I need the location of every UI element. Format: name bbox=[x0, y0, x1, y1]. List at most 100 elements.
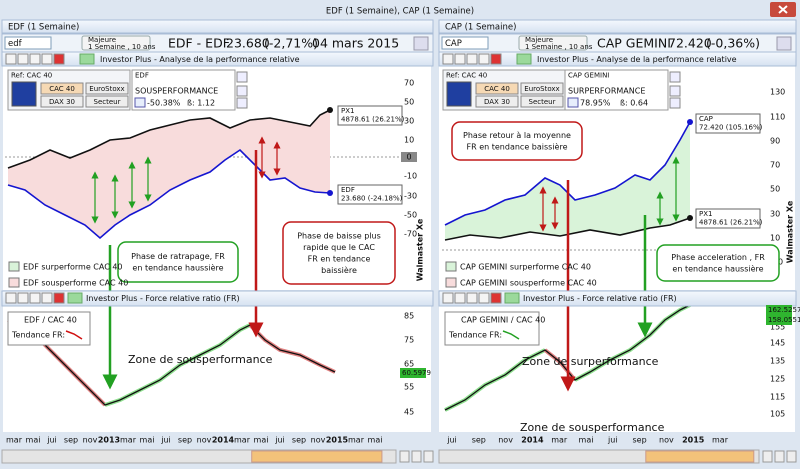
x-tick-label: sep bbox=[178, 436, 192, 445]
stock-price: 72.420 bbox=[668, 36, 712, 51]
ref-button[interactable] bbox=[85, 95, 129, 108]
y-tick-label: 50 bbox=[404, 98, 414, 107]
annotation-box bbox=[656, 244, 780, 282]
y-tick-label: 85 bbox=[404, 312, 414, 321]
toolbar-icon[interactable] bbox=[466, 53, 478, 65]
scroll-thumb[interactable] bbox=[251, 450, 383, 463]
toolbar-icon[interactable] bbox=[5, 53, 17, 65]
flag bbox=[446, 81, 472, 107]
ref-button-label: Secteur bbox=[94, 98, 121, 106]
ratio-label: EDF / CAC 40 bbox=[24, 316, 77, 325]
legend-swatch bbox=[8, 277, 20, 288]
x-tick-label: 2015 bbox=[682, 436, 705, 445]
indicator-icon bbox=[516, 53, 532, 65]
tool-icon[interactable] bbox=[413, 36, 429, 51]
annotation-text: FR en tendance baissière bbox=[467, 141, 568, 151]
toolbar-icon[interactable] bbox=[17, 53, 29, 65]
x-tick-label: nov bbox=[83, 436, 98, 445]
tool-icon[interactable] bbox=[776, 36, 792, 51]
side-icon[interactable] bbox=[669, 85, 681, 97]
toolbar-icon[interactable] bbox=[29, 292, 41, 304]
stock-box-name: EDF bbox=[135, 72, 149, 80]
x-tick-label: mai bbox=[26, 436, 41, 445]
toolbar-icon[interactable] bbox=[53, 53, 65, 65]
ref-button[interactable] bbox=[520, 82, 564, 95]
zero-tag-label: 0 bbox=[406, 153, 411, 162]
ref-button[interactable] bbox=[85, 82, 129, 95]
y-tick-label: 50 bbox=[770, 185, 780, 194]
x-tick-label: sep bbox=[64, 436, 78, 445]
ref-button[interactable] bbox=[475, 82, 519, 95]
toolbar-icon[interactable] bbox=[454, 53, 466, 65]
search-box[interactable] bbox=[4, 36, 52, 50]
annotation-text: Phase acceleration , FR bbox=[671, 253, 765, 262]
zoom-button[interactable] bbox=[399, 450, 410, 463]
x-tick-label: sep bbox=[292, 436, 306, 445]
price-tag bbox=[337, 105, 403, 126]
side-icon[interactable] bbox=[236, 85, 248, 97]
search-box[interactable] bbox=[441, 36, 489, 50]
search-text: edf bbox=[8, 39, 23, 49]
ref-button[interactable] bbox=[520, 95, 564, 108]
x-tick-label: sep bbox=[633, 436, 647, 445]
zoom-button[interactable] bbox=[411, 450, 422, 463]
period-button[interactable] bbox=[518, 35, 588, 51]
toolbar-icon[interactable] bbox=[5, 292, 17, 304]
zone-label: Zone de surperformance bbox=[522, 355, 659, 368]
zone-label: Zone de sousperformance bbox=[520, 421, 665, 434]
toolbar-icon[interactable] bbox=[478, 53, 490, 65]
value-tag bbox=[766, 315, 792, 325]
toolbar-icon[interactable] bbox=[490, 53, 502, 65]
toolbar-icon[interactable] bbox=[490, 292, 502, 304]
period-value: 1 Semaine , 10 ans bbox=[88, 43, 156, 51]
period-button[interactable] bbox=[81, 35, 151, 51]
stock-name: CAP GEMINI bbox=[597, 36, 671, 51]
zoom-button[interactable] bbox=[786, 450, 797, 463]
x-tick-label: mai bbox=[368, 436, 383, 445]
ref-button[interactable] bbox=[40, 82, 84, 95]
side-icon[interactable] bbox=[236, 97, 248, 109]
x-tick-label: nov bbox=[311, 436, 326, 445]
x-tick-label: 2014 bbox=[212, 436, 235, 445]
x-tick-label: jui bbox=[607, 436, 618, 445]
toolbar-icon[interactable] bbox=[466, 292, 478, 304]
zoom-button[interactable] bbox=[774, 450, 785, 463]
toolbar-icon[interactable] bbox=[41, 292, 53, 304]
toolbar-icon[interactable] bbox=[442, 53, 454, 65]
toolbar-icon[interactable] bbox=[29, 53, 41, 65]
analysis-bar bbox=[1, 51, 434, 67]
y-tick-label: 70 bbox=[404, 79, 414, 88]
window-buttons[interactable] bbox=[770, 2, 796, 17]
zoom-button[interactable] bbox=[762, 450, 773, 463]
stock-name: EDF - EDF bbox=[168, 36, 230, 51]
x-tick-label: mar bbox=[234, 436, 251, 445]
x-tick-label: mai bbox=[579, 436, 594, 445]
side-icon[interactable] bbox=[669, 97, 681, 109]
perf-icon bbox=[134, 97, 146, 108]
legend-label: EDF surperforme CAC 40 bbox=[23, 263, 123, 272]
x-tick-label: nov bbox=[659, 436, 674, 445]
stock-status: SOUSPERFORMANCE bbox=[135, 87, 218, 96]
toolbar-icon[interactable] bbox=[41, 53, 53, 65]
toolbar-icon[interactable] bbox=[53, 292, 65, 304]
ref-button[interactable] bbox=[40, 95, 84, 108]
scroll-thumb[interactable] bbox=[645, 450, 755, 463]
side-icon[interactable] bbox=[236, 71, 248, 83]
zoom-button[interactable] bbox=[423, 450, 434, 463]
annotation-text: FR en tendance bbox=[308, 254, 371, 263]
toolbar-icon[interactable] bbox=[454, 292, 466, 304]
price-tag bbox=[695, 113, 761, 134]
toolbar-icon[interactable] bbox=[17, 292, 29, 304]
ref-button-label: DAX 30 bbox=[49, 98, 75, 106]
y-tick-label: 155 bbox=[770, 323, 785, 332]
trend-label: Tendance FR: bbox=[448, 331, 502, 340]
panel-tab: CAP (1 Semaine) bbox=[445, 23, 516, 33]
toolbar-icon[interactable] bbox=[442, 292, 454, 304]
analysis-title: Investor Plus - Analyse de la performanc… bbox=[537, 55, 737, 64]
x-tick-label: 2014 bbox=[521, 436, 544, 445]
ref-button[interactable] bbox=[475, 95, 519, 108]
side-icon[interactable] bbox=[669, 71, 681, 83]
value-tag bbox=[766, 305, 792, 315]
toolbar-icon[interactable] bbox=[478, 292, 490, 304]
